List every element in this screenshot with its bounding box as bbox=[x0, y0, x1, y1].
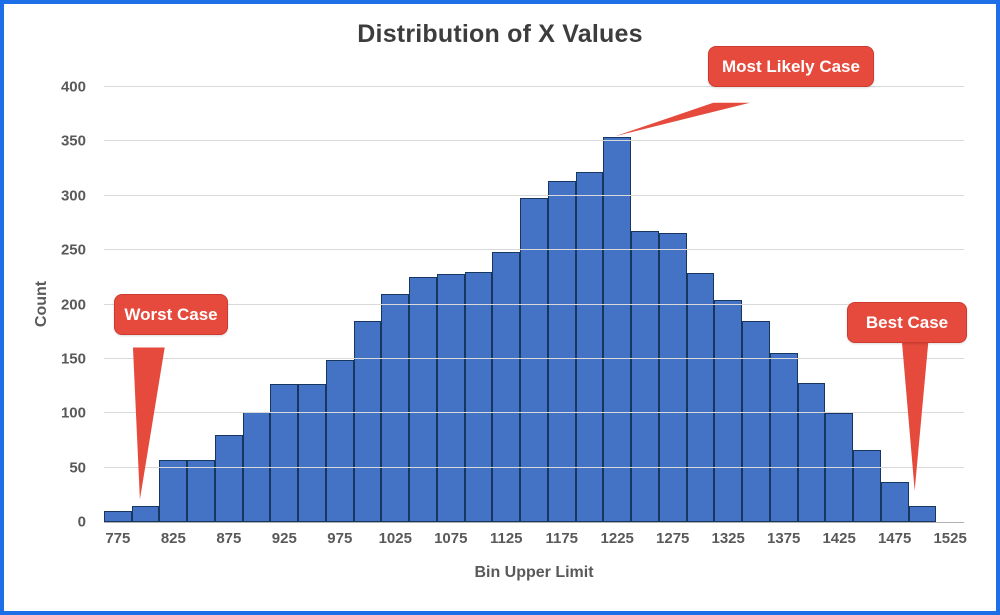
bar bbox=[714, 300, 743, 522]
gridline bbox=[104, 466, 964, 468]
x-tick-label: 1225 bbox=[600, 530, 634, 547]
bar bbox=[187, 460, 215, 522]
gridline bbox=[104, 194, 964, 196]
worst-case-callout-label: Worst Case bbox=[114, 294, 228, 336]
bar bbox=[825, 413, 854, 522]
bar bbox=[797, 382, 826, 522]
bar bbox=[325, 359, 354, 522]
y-tick-label: 300 bbox=[60, 187, 86, 205]
bar bbox=[686, 272, 715, 522]
x-tick-label: 1475 bbox=[877, 530, 912, 547]
bar bbox=[270, 383, 299, 522]
bar bbox=[853, 450, 881, 522]
x-tick-label: 875 bbox=[216, 530, 242, 547]
x-tick-label: 1375 bbox=[766, 530, 801, 547]
best-case-callout-label: Best Case bbox=[847, 302, 967, 344]
x-axis-title: Bin Upper Limit bbox=[474, 564, 594, 581]
worst-case-callout: Worst Case bbox=[114, 294, 228, 336]
bar bbox=[353, 320, 382, 522]
bar bbox=[492, 252, 521, 522]
bars bbox=[104, 87, 964, 522]
chart-title: Distribution of X Values bbox=[357, 20, 643, 48]
bar bbox=[575, 171, 604, 522]
bar bbox=[381, 293, 410, 522]
gridline bbox=[104, 303, 964, 305]
x-tick-label: 1525 bbox=[933, 530, 967, 547]
gridline bbox=[104, 412, 964, 414]
x-tick-label: 925 bbox=[271, 530, 297, 547]
most-likely-case-callout: Most Likely Case bbox=[708, 46, 874, 88]
y-tick-label: 150 bbox=[60, 350, 86, 368]
x-tick-label: 825 bbox=[160, 530, 186, 547]
y-tick-label: 0 bbox=[77, 513, 86, 531]
bar bbox=[464, 271, 493, 522]
x-tick-label: 975 bbox=[327, 530, 353, 547]
x-tick-label: 1075 bbox=[434, 530, 468, 547]
bar bbox=[214, 435, 243, 522]
gridline bbox=[104, 140, 964, 142]
x-tick-label: 1175 bbox=[545, 530, 579, 547]
y-tick-label: 200 bbox=[60, 296, 86, 313]
bar bbox=[409, 277, 437, 522]
x-tick-label: 775 bbox=[105, 530, 131, 547]
x-tick-label: 1275 bbox=[656, 530, 690, 547]
bar bbox=[547, 180, 576, 522]
bar bbox=[658, 232, 687, 522]
most-likely-case-callout-label: Most Likely Case bbox=[708, 46, 874, 88]
bar bbox=[298, 383, 326, 522]
y-tick-label: 250 bbox=[60, 241, 86, 259]
x-axis-labels: 775 825 875 925 975 1025 1075 1125 1175 1225 1275 1… bbox=[104, 530, 967, 552]
bar bbox=[631, 230, 659, 522]
bar bbox=[603, 137, 632, 522]
bar bbox=[159, 460, 188, 522]
gridline bbox=[104, 357, 964, 359]
gridline bbox=[104, 86, 964, 87]
bar bbox=[908, 505, 937, 522]
bar bbox=[131, 505, 160, 522]
bar bbox=[520, 197, 548, 522]
y-axis-labels: 0 50 100 150 200 250 300 350 400 bbox=[4, 79, 96, 531]
y-tick-label: 50 bbox=[69, 459, 86, 477]
bar bbox=[436, 274, 465, 522]
x-tick-label: 1425 bbox=[822, 530, 856, 547]
x-tick-label: 1325 bbox=[711, 530, 745, 547]
best-case-callout: Best Case bbox=[847, 302, 967, 344]
y-tick-label: 100 bbox=[60, 404, 86, 422]
y-tick-label: 350 bbox=[60, 132, 86, 150]
bar bbox=[880, 481, 909, 522]
bar bbox=[742, 320, 770, 522]
plot-area bbox=[104, 86, 964, 523]
bar bbox=[104, 511, 132, 522]
gridline bbox=[104, 249, 964, 251]
x-tick-label: 1125 bbox=[489, 530, 523, 547]
x-tick-label: 1025 bbox=[378, 530, 412, 547]
bar bbox=[769, 353, 798, 522]
y-tick-label: 400 bbox=[60, 78, 86, 96]
